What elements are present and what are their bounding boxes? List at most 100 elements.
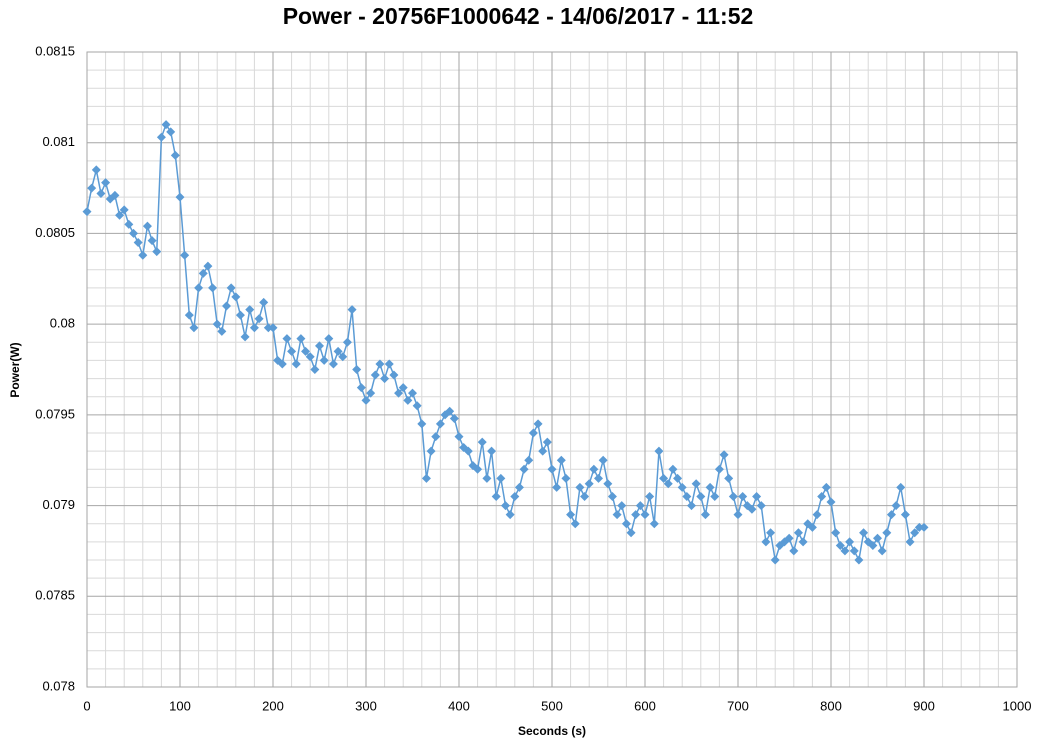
data-point <box>603 479 613 489</box>
data-point <box>226 283 236 293</box>
data-point <box>910 528 920 538</box>
data-point <box>659 473 669 483</box>
data-point <box>747 504 757 514</box>
data-point <box>384 359 394 369</box>
data-point <box>505 510 515 520</box>
data-point <box>789 546 799 556</box>
data-point <box>356 383 366 393</box>
data-point <box>166 127 176 137</box>
data-point <box>417 419 427 429</box>
data-point <box>831 528 841 538</box>
data-point <box>840 546 850 556</box>
x-tick-label: 900 <box>913 698 935 713</box>
data-point <box>310 365 320 374</box>
data-point <box>282 334 292 344</box>
data-point <box>663 479 673 489</box>
data-point <box>682 492 692 501</box>
data-point <box>124 219 134 229</box>
data-point <box>547 464 557 474</box>
data-point <box>277 359 287 369</box>
data-point <box>259 297 269 307</box>
data-point <box>766 528 776 538</box>
data-point <box>324 334 334 344</box>
data-point <box>752 492 762 501</box>
data-point <box>542 437 552 447</box>
data-point <box>700 510 710 520</box>
data-point <box>510 492 520 501</box>
data-point <box>426 446 436 456</box>
data-point <box>380 374 390 384</box>
data-point <box>487 446 497 456</box>
x-axis-label: Seconds (s) <box>518 724 586 738</box>
data-point <box>412 401 422 411</box>
data-point <box>635 501 645 511</box>
data-point <box>896 482 906 492</box>
x-tick-label: 200 <box>262 698 284 713</box>
data-point <box>826 497 836 507</box>
data-point <box>528 428 538 438</box>
data-point <box>496 473 506 483</box>
data-point <box>375 359 385 369</box>
data-point <box>473 464 483 474</box>
data-point <box>175 192 185 202</box>
data-point <box>724 473 734 483</box>
data-point <box>194 283 204 293</box>
data-point <box>645 492 655 501</box>
data-point <box>189 323 199 333</box>
data-point <box>110 190 120 200</box>
data-point <box>733 510 743 520</box>
data-point <box>398 383 408 393</box>
data-point <box>575 482 585 492</box>
plot-frame <box>86 51 1018 688</box>
data-point <box>589 464 599 474</box>
data-point <box>538 446 548 456</box>
data-point <box>761 537 771 547</box>
y-axis-label: Power(W) <box>8 342 22 397</box>
data-point <box>101 178 111 188</box>
data-point <box>147 236 157 246</box>
data-point <box>217 326 227 336</box>
y-tick-label: 0.079 <box>42 497 75 512</box>
y-tick-label: 0.0805 <box>35 225 75 240</box>
data-point <box>556 455 566 465</box>
x-tick-label: 400 <box>448 698 470 713</box>
data-point <box>184 310 194 320</box>
data-point <box>301 346 311 356</box>
data-point <box>728 492 738 501</box>
data-point <box>566 510 576 520</box>
y-tick-label: 0.0785 <box>35 588 75 603</box>
y-tick-label: 0.08 <box>50 316 75 331</box>
data-point <box>519 464 529 474</box>
data-point <box>617 501 627 511</box>
data-point <box>370 370 380 380</box>
x-tick-label: 800 <box>820 698 842 713</box>
data-point <box>435 419 445 429</box>
data-point <box>463 446 473 456</box>
data-point <box>821 482 831 492</box>
data-point <box>170 150 180 160</box>
data-point <box>738 492 748 501</box>
data-point <box>235 310 245 320</box>
data-point <box>552 482 562 492</box>
data-point <box>119 205 129 215</box>
data-point <box>291 359 301 369</box>
data-point <box>770 555 780 565</box>
data-point <box>491 492 501 501</box>
data-point <box>868 540 878 550</box>
data-point <box>668 464 678 474</box>
data-point <box>254 314 264 324</box>
data-point <box>631 510 641 520</box>
x-tick-label: 700 <box>727 698 749 713</box>
data-point <box>338 352 348 362</box>
data-point <box>607 492 617 501</box>
data-point <box>561 473 571 483</box>
data-point <box>449 413 459 423</box>
data-point <box>696 492 706 501</box>
data-point <box>673 473 683 483</box>
data-point <box>514 482 524 492</box>
data-point <box>919 522 929 532</box>
y-tick-label: 0.081 <box>42 134 75 149</box>
data-point <box>133 238 143 247</box>
data-point <box>115 210 125 220</box>
data-point <box>333 346 343 356</box>
